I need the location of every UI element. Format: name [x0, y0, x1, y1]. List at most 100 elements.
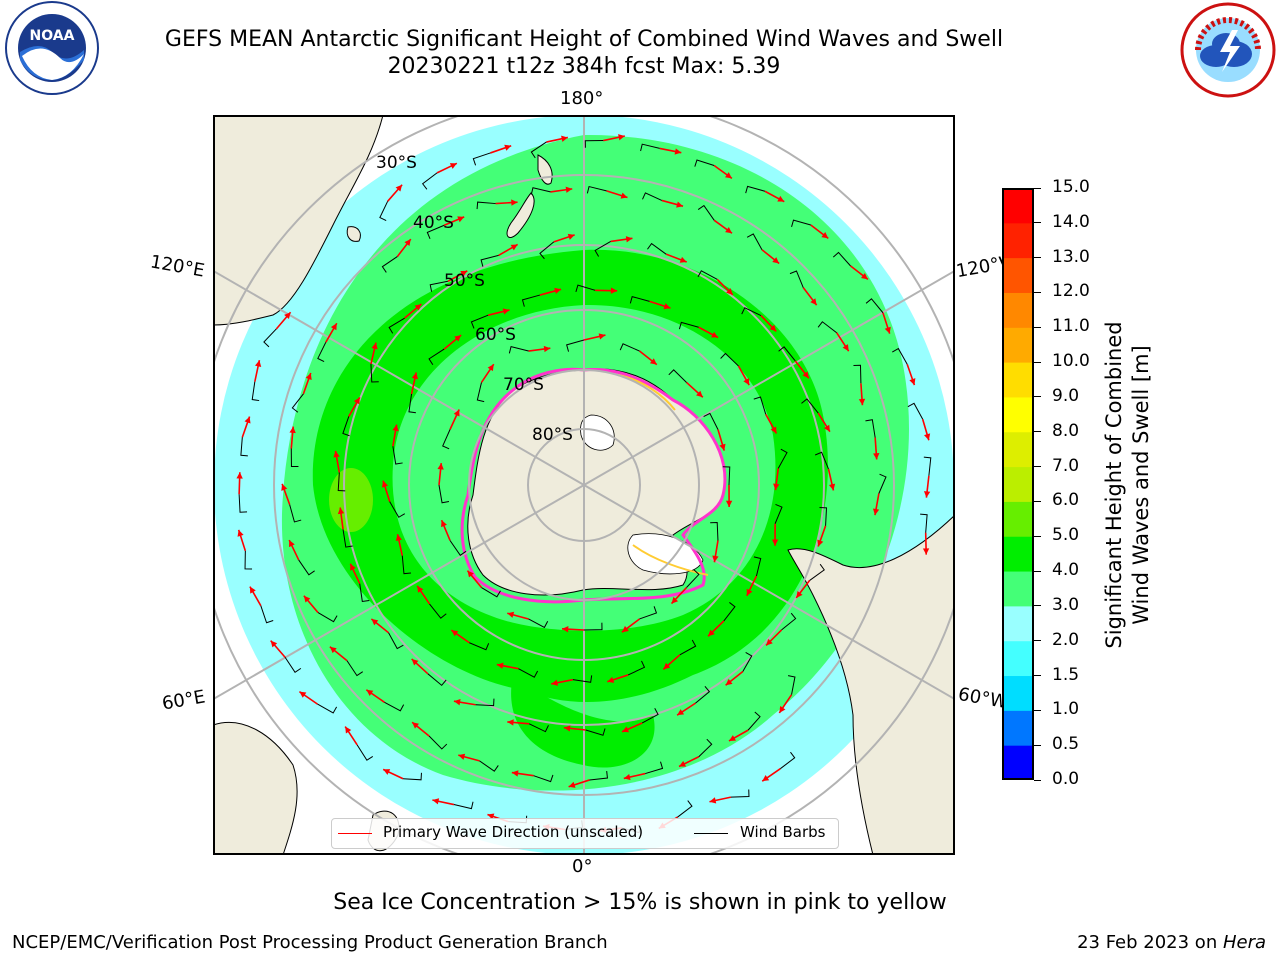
colorbar-tick-mark: [1034, 640, 1041, 642]
wave-arrowhead: [623, 773, 631, 781]
wind-barb: [240, 437, 248, 457]
credit-text: NCEP/EMC/Verification Post Processing Pr…: [12, 932, 608, 953]
wind-barb: [428, 348, 445, 366]
wave-arrowhead: [568, 781, 576, 788]
wind-barb: [533, 774, 554, 783]
wave-arrowhead: [504, 144, 512, 151]
wind-barb: [428, 735, 448, 750]
colorbar-segment: [1002, 710, 1034, 746]
wind-barb: [337, 472, 346, 492]
wave-arrowhead: [305, 373, 312, 380]
wind-barb: [642, 192, 662, 201]
wind-barb: [370, 364, 379, 383]
colorbar-tick-label: 6.0: [1052, 490, 1080, 511]
wind-barb: [346, 660, 364, 677]
wind-barb: [789, 270, 804, 288]
colorbar-tick-label: 1.0: [1052, 699, 1080, 720]
wind-barb: [589, 770, 608, 781]
wave-arrowhead: [329, 646, 337, 654]
wave-arrowhead: [414, 304, 422, 311]
colorbar-tick-label: 7.0: [1052, 455, 1080, 476]
wave-arrowhead: [454, 335, 462, 342]
wave-arrowhead: [823, 424, 830, 432]
colorbar-tick-mark: [1034, 361, 1041, 363]
wave-arrowhead: [395, 184, 403, 192]
wave-arrowhead: [649, 358, 657, 365]
wind-barb: [290, 448, 299, 468]
wind-barb: [438, 484, 450, 504]
lat-label-80s: 80°S: [532, 425, 573, 445]
colorbar-tick-mark: [1034, 605, 1041, 607]
colorbar-segment: [1002, 640, 1034, 677]
wave-arrowhead: [671, 596, 679, 604]
wind-barb: [817, 321, 837, 334]
wind-barb: [381, 256, 398, 273]
wind-barb: [641, 708, 659, 724]
colorbar-tick-mark: [1034, 187, 1041, 189]
wave-arrowhead: [395, 534, 403, 542]
wave-arrowhead: [712, 555, 719, 563]
wave-arrowhead: [453, 699, 461, 706]
host-name: Hera: [1222, 932, 1266, 953]
colorbar-tick-mark: [1034, 779, 1041, 781]
wave-arrowhead: [861, 273, 868, 280]
wave-arrowhead: [392, 424, 399, 432]
wave-arrowhead: [724, 172, 732, 179]
wave-arrowhead: [453, 409, 460, 417]
wind-barb: [521, 294, 540, 307]
wave-arrowhead: [507, 719, 514, 726]
wave-arrowhead: [330, 323, 337, 331]
wind-barb: [481, 587, 501, 598]
colorbar-segment: [1002, 536, 1034, 572]
wind-barb: [723, 602, 736, 622]
wind-barb: [668, 369, 687, 383]
wind-barb: [629, 296, 650, 304]
wave-arrowhead: [923, 491, 931, 498]
wind-barb: [865, 298, 884, 314]
wind-barb: [801, 398, 819, 414]
wind-barb: [529, 723, 549, 733]
wind-barb: [865, 419, 876, 438]
wave-arrowhead: [543, 345, 551, 353]
lat-label-60s: 60°S: [475, 325, 516, 345]
wave-arrowhead: [711, 331, 719, 338]
wave-arrowhead: [281, 483, 288, 491]
wind-barb: [342, 416, 350, 437]
wind-barb: [539, 241, 555, 260]
colorbar-segment: [1002, 222, 1034, 259]
wave-arrowhead: [249, 586, 256, 594]
wave-arrowhead: [618, 134, 625, 141]
wave-arrowhead: [779, 705, 786, 713]
wave-arrowhead: [404, 239, 411, 247]
wind-barb: [819, 506, 828, 526]
polar-map: 30°S 40°S 50°S 60°S 70°S 80°S: [213, 115, 955, 855]
colorbar-tick-label: 9.0: [1052, 385, 1080, 406]
wind-barb: [722, 466, 731, 486]
wave-arrowhead: [762, 775, 770, 782]
wave-arrowhead: [796, 590, 803, 598]
colorbar-tick-label: 5.0: [1052, 525, 1080, 546]
wind-barb: [645, 761, 664, 775]
wind-barb: [356, 744, 374, 761]
wind-barb: [747, 711, 761, 731]
wind-barb: [853, 364, 862, 384]
barb-legend-label: Wind Barbs: [740, 823, 826, 841]
wind-barb: [401, 555, 411, 575]
wave-arrowhead: [802, 371, 809, 379]
wind-barb: [530, 141, 547, 159]
colorbar-segment: [1002, 605, 1034, 642]
wave-arrowhead: [437, 463, 444, 470]
wind-barb: [388, 317, 405, 334]
wave-arrowhead: [441, 520, 447, 528]
wave-arrowhead: [565, 186, 573, 193]
wave-arrowhead: [810, 298, 817, 306]
wave-arrowhead: [289, 540, 295, 548]
wind-barb: [260, 605, 274, 624]
wind-barb: [289, 504, 302, 523]
colorbar-tick-label: 1.5: [1052, 664, 1080, 685]
wave-legend-label: Primary Wave Direction (unscaled): [383, 823, 644, 841]
wind-barb: [583, 622, 603, 631]
colorbar-tick-label: 2.0: [1052, 629, 1080, 650]
wave-arrowhead: [381, 480, 389, 488]
wave-arrowhead: [551, 679, 559, 686]
